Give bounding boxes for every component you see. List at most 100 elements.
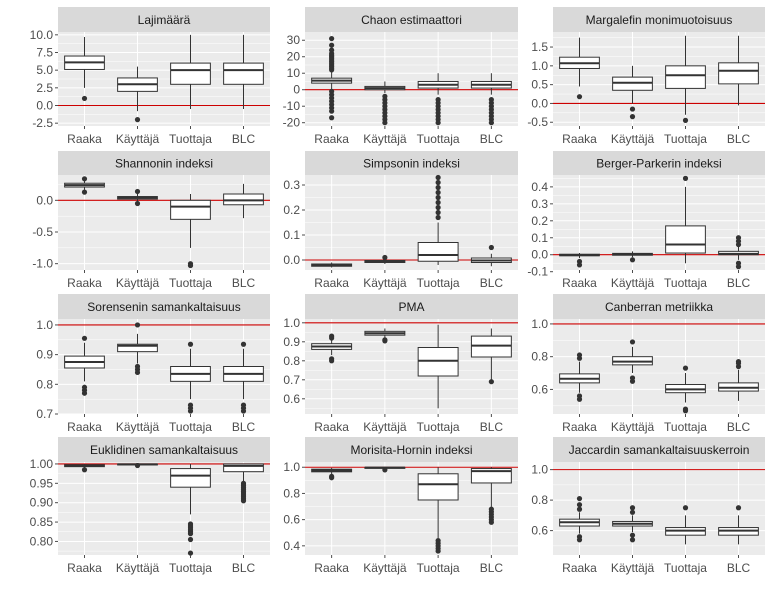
facet-title: Chaon estimaattori xyxy=(361,13,462,27)
y-tick-label: 1.0 xyxy=(531,463,548,477)
facet-title: Margalefin monimuotoisuus xyxy=(586,13,733,27)
outlier-point xyxy=(187,262,194,269)
x-tick-label: BLC xyxy=(232,276,256,290)
y-tick-label: 0.3 xyxy=(283,178,300,192)
x-tick-label: Raaka xyxy=(562,561,597,575)
facet-panel: Canberran metriikka 0.6 0.8 1.0 Raaka Käyttäj… xyxy=(531,294,765,434)
outlier-point xyxy=(682,175,689,181)
y-tick-label: 0.9 xyxy=(36,348,53,362)
boxplot-2 xyxy=(364,466,406,473)
panel-background xyxy=(58,462,270,555)
x-tick-label: Tuottaja xyxy=(417,132,460,146)
x-tick-label: Käyttäjä xyxy=(363,132,407,146)
outlier-point xyxy=(735,358,742,365)
boxplot-3 xyxy=(170,341,211,414)
boxplot-3 xyxy=(170,34,211,110)
outlier-point xyxy=(735,264,742,270)
y-tick-label: 0.0 xyxy=(36,99,53,113)
y-tick-label: 0.0 xyxy=(531,96,548,110)
outlier-point xyxy=(81,189,88,195)
outlier-point xyxy=(629,114,636,120)
iqr-box xyxy=(718,62,759,85)
x-tick-label: Käyttäjä xyxy=(611,276,655,290)
facet-title: Euklidinen samankaltaisuus xyxy=(90,443,238,457)
facet-strip xyxy=(553,151,765,175)
outlier-point xyxy=(81,95,88,102)
outlier-point xyxy=(435,204,441,211)
x-tick-label: Raaka xyxy=(562,276,597,290)
boxplot-3 xyxy=(665,175,706,264)
x-tick-label: BLC xyxy=(232,561,256,575)
boxplot-2 xyxy=(364,81,406,126)
outlier-point xyxy=(435,209,441,216)
outlier-point xyxy=(576,262,583,268)
boxplot-3 xyxy=(170,463,211,556)
facet-panel: Jaccardin samankaltaisuuskerroin 0.6 0.8 1.… xyxy=(531,437,765,575)
outlier-point xyxy=(629,106,636,112)
outlier-point xyxy=(435,120,441,126)
x-tick-label: Tuottaja xyxy=(664,561,707,575)
outlier-point xyxy=(682,408,689,414)
y-tick-label: 0.6 xyxy=(283,392,300,406)
iqr-box xyxy=(665,65,706,89)
y-tick-label: 10 xyxy=(287,66,301,80)
boxplot-2 xyxy=(612,505,653,543)
facet-panel: Simpsonin indeksi 0.0 0.1 0.2 0.3 Raaka Käyttä… xyxy=(283,151,518,290)
outlier-point xyxy=(382,120,388,126)
facet-strip xyxy=(553,437,765,462)
y-tick-label: 1.0 xyxy=(36,318,53,332)
boxplot-2 xyxy=(117,462,158,469)
outlier-point xyxy=(576,537,583,543)
facet-title: Sorensenin samankaltaisuus xyxy=(87,300,240,314)
boxplot-2 xyxy=(117,66,158,123)
y-tick-label: 0.8 xyxy=(531,350,548,364)
iqr-box xyxy=(170,199,211,220)
outlier-point xyxy=(81,176,88,182)
outlier-point xyxy=(682,117,689,123)
facet-panel: PMA 0.6 0.7 0.8 0.9 1.0 Raaka Käyttäjä Tuottaja B… xyxy=(283,294,518,434)
outlier-point xyxy=(629,509,636,515)
boxplot-1 xyxy=(559,253,600,268)
x-tick-label: BLC xyxy=(727,561,751,575)
facet-title: Morisita-Hornin indeksi xyxy=(350,443,472,457)
facet-title: Shannonin indeksi xyxy=(115,157,213,171)
outlier-point xyxy=(329,108,335,114)
x-tick-label: Tuottaja xyxy=(169,276,212,290)
outlier-point xyxy=(576,495,583,502)
outlier-point xyxy=(576,352,583,358)
y-tick-label: 0.7 xyxy=(36,407,53,421)
outlier-point xyxy=(134,322,141,328)
boxplot-4 xyxy=(470,467,512,525)
x-tick-label: BLC xyxy=(480,561,504,575)
outlier-point xyxy=(629,257,636,263)
iqr-box xyxy=(223,463,264,473)
outlier-point xyxy=(240,498,247,504)
x-tick-label: Raaka xyxy=(67,132,102,146)
outlier-point xyxy=(488,120,494,126)
facet-strip xyxy=(58,151,270,175)
outlier-point xyxy=(81,467,88,473)
boxplot-4 xyxy=(718,35,759,106)
x-tick-label: Käyttäjä xyxy=(611,561,655,575)
y-tick-label: -0.5 xyxy=(527,115,548,129)
outlier-point xyxy=(329,115,335,121)
outlier-point xyxy=(187,536,194,543)
panel-background xyxy=(553,319,765,414)
x-tick-label: Tuottaja xyxy=(664,420,707,434)
boxplot-2 xyxy=(117,322,158,376)
y-tick-label: 1.0 xyxy=(531,59,548,73)
x-tick-label: Käyttäjä xyxy=(116,276,160,290)
outlier-point xyxy=(382,254,388,261)
panel-background xyxy=(553,462,765,555)
boxplot-3 xyxy=(417,467,459,554)
x-tick-label: Raaka xyxy=(314,561,349,575)
y-tick-label: 1.5 xyxy=(531,40,548,54)
outlier-point xyxy=(134,188,141,195)
facet-panel: Chaon estimaattori -20 -10 0 10 20 30 Raaka Käyt… xyxy=(283,7,518,146)
facet-strip xyxy=(553,7,765,32)
x-tick-label: Raaka xyxy=(314,132,349,146)
y-tick-label: 0.7 xyxy=(283,373,300,387)
outlier-point xyxy=(134,369,141,376)
x-tick-label: BLC xyxy=(727,132,751,146)
x-tick-label: Tuottaja xyxy=(664,132,707,146)
